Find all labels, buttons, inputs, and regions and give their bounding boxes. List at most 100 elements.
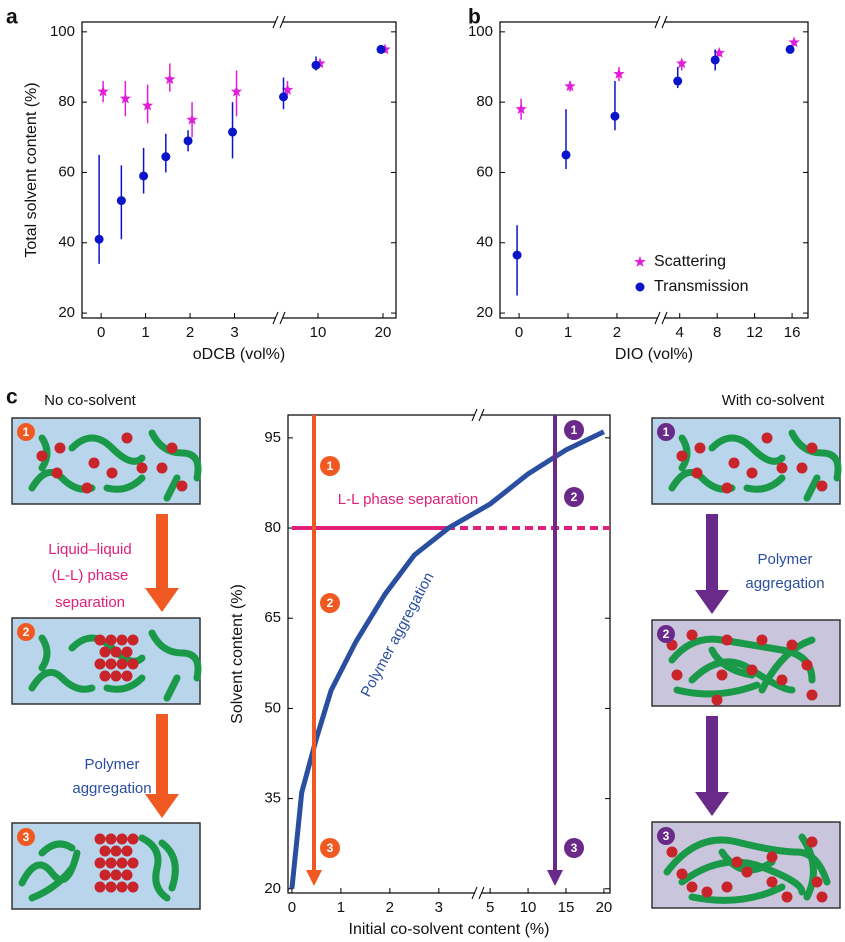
y-tick-label: 80	[476, 93, 493, 110]
step-marker	[657, 423, 675, 441]
axis-break-gap	[658, 20, 664, 24]
solvent-droplet	[691, 467, 703, 479]
polymer-chain	[708, 434, 786, 465]
axis-break	[654, 311, 661, 325]
solvent-droplet	[806, 442, 818, 454]
solvent-droplet	[801, 659, 813, 671]
plot-frame	[81, 21, 397, 319]
solvent-droplet	[796, 462, 808, 474]
star-marker	[314, 57, 326, 69]
solvent-droplet	[721, 482, 733, 494]
x-tick-label: 20	[375, 324, 392, 341]
solvent-droplet	[776, 674, 788, 686]
solvent-droplet	[121, 432, 133, 444]
solvent-droplet	[116, 833, 128, 845]
solvent-droplet	[816, 480, 828, 492]
solvent-droplet	[127, 658, 139, 670]
step-arrow-head	[145, 794, 179, 818]
polymer-chain	[798, 833, 817, 901]
star-marker	[281, 83, 294, 95]
axis-break-gap	[276, 20, 282, 24]
circle-marker	[116, 196, 126, 206]
polymer-chain	[68, 434, 146, 465]
schematic-box	[11, 822, 201, 910]
solvent-droplet	[121, 845, 133, 857]
schematic-box	[11, 417, 202, 505]
arrow-label: separation	[55, 594, 125, 611]
solvent-droplet	[99, 845, 111, 857]
y-tick-label: 40	[476, 234, 493, 251]
y-tick-label: 60	[58, 163, 75, 180]
legend-marker	[635, 282, 645, 292]
solvent-droplet	[686, 629, 698, 641]
star-marker	[713, 46, 725, 58]
x-tick-label: 4	[676, 324, 684, 341]
solvent-droplet	[728, 457, 740, 469]
process-arrow-head	[306, 870, 322, 886]
solvent-droplet	[716, 669, 728, 681]
threshold-label: L-L phase separation	[338, 491, 478, 508]
step-number: 2	[23, 625, 30, 639]
step-arrow	[706, 716, 718, 794]
solvent-droplet	[746, 664, 758, 676]
step-arrow	[156, 514, 168, 590]
axis-break	[471, 886, 478, 900]
x-tick-label: 1	[141, 324, 149, 341]
polymer-chain	[743, 474, 786, 493]
circle-marker	[785, 44, 795, 54]
star-marker	[564, 80, 576, 92]
axis-break	[661, 15, 668, 29]
step-marker	[657, 625, 675, 643]
step-marker	[320, 838, 340, 858]
x-tick-label: 3	[230, 324, 238, 341]
polymer-chain	[103, 474, 146, 493]
solvent-droplet	[806, 836, 818, 848]
circle-marker	[139, 171, 149, 181]
star-marker	[186, 113, 198, 125]
step-marker	[657, 827, 675, 845]
axis-break	[478, 408, 485, 422]
y-axis-label: Total solvent content (%)	[23, 82, 40, 257]
solvent-droplet	[694, 442, 706, 454]
step-arrow-head	[695, 792, 729, 816]
solvent-droplet	[676, 868, 688, 880]
solvent-droplet	[701, 886, 713, 898]
legend-label: Scattering	[654, 253, 726, 270]
step-arrow-head	[695, 590, 729, 614]
solvent-droplet	[105, 881, 117, 893]
axis-break	[478, 886, 485, 900]
step-number: 2	[571, 490, 578, 504]
solvent-droplet	[94, 658, 106, 670]
solvent-droplet	[105, 833, 117, 845]
solvent-droplet	[110, 869, 122, 881]
step-arrow-head	[145, 588, 179, 612]
right-title: With co-solvent	[722, 392, 825, 409]
polymer-chain	[148, 429, 202, 482]
arrow-label: aggregation	[745, 575, 824, 592]
solvent-droplet	[105, 658, 117, 670]
panel-label: a	[6, 6, 18, 29]
solvent-droplet	[94, 857, 106, 869]
x-tick-label: 15	[558, 899, 575, 916]
arrow-label: Liquid–liquid	[48, 541, 131, 558]
polymer-chain	[28, 668, 96, 693]
solvent-droplet	[127, 881, 139, 893]
solvent-droplet	[110, 845, 122, 857]
y-tick-label: 35	[264, 790, 281, 807]
x-tick-label: 0	[97, 324, 105, 341]
solvent-droplet	[676, 450, 688, 462]
solvent-droplet	[99, 670, 111, 682]
solvent-droplet	[88, 457, 100, 469]
star-marker	[164, 73, 176, 85]
star-marker	[119, 92, 132, 104]
polymer-chain	[163, 474, 181, 502]
step-number: 1	[23, 425, 30, 439]
schematic-box	[651, 417, 842, 505]
solvent-droplet	[806, 689, 818, 701]
schematic-box	[651, 619, 841, 707]
solvent-droplet	[731, 856, 743, 868]
polymer-chain	[688, 883, 786, 904]
axis-break	[279, 15, 286, 29]
polymer-chain	[668, 635, 816, 684]
